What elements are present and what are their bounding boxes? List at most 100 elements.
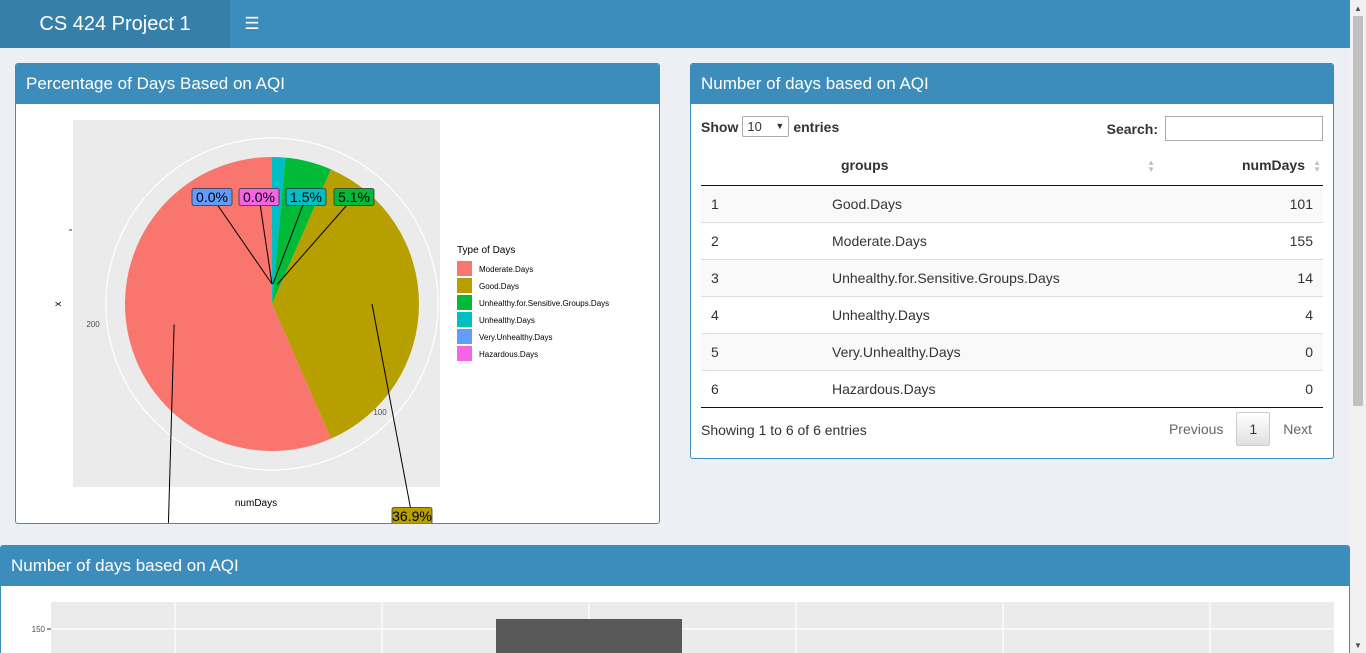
groups-cell: Very.Unhealthy.Days	[761, 332, 1161, 370]
page-length-value: 10	[747, 119, 762, 134]
data-label: 36.9%	[392, 508, 432, 524]
pie-slice	[272, 169, 420, 439]
page-scrollbar[interactable]: ▲ ▼	[1350, 0, 1366, 653]
numdays-cell: 155	[1161, 221, 1323, 259]
table-row[interactable]: 3 Unhealthy.for.Sensitive.Groups.Days 14	[701, 258, 1323, 296]
label-leader-line	[258, 196, 273, 285]
pie-chart: 56.6%36.9%5.1%1.5%0.0%0.0% numDays x 200…	[53, 120, 609, 524]
numdays-cell: 4	[1161, 295, 1323, 333]
plot-panel	[51, 602, 1334, 653]
data-label-box	[238, 188, 280, 206]
row-index-cell: 4	[701, 295, 761, 333]
legend-label: Good.Days	[479, 282, 519, 291]
legend-swatch	[457, 278, 472, 293]
table-box: Number of days based on AQI Show 10 ▼ en…	[690, 63, 1334, 459]
pie-slice	[125, 157, 331, 451]
legend-swatch	[457, 346, 472, 361]
label-leader-line	[211, 196, 273, 285]
row-index-cell: 5	[701, 332, 761, 370]
x-axis-title: numDays	[235, 498, 277, 509]
scroll-up-arrow-icon[interactable]: ▲	[1354, 3, 1362, 13]
numdays-cell: 0	[1161, 369, 1323, 408]
data-table: groups ▲ ▼ numDays ▲ ▼ 1 Good.Days 101 2 Moder…	[701, 146, 1323, 408]
previous-button[interactable]: Previous	[1168, 421, 1224, 437]
table-info: Showing 1 to 6 of 6 entries	[701, 422, 867, 438]
data-label-box	[191, 188, 233, 206]
app-title[interactable]: CS 424 Project 1	[0, 0, 230, 48]
groups-cell: Good.Days	[761, 184, 1161, 222]
sort-icon: ▲ ▼	[1147, 158, 1155, 174]
row-index-cell: 6	[701, 369, 761, 408]
column-header-label: numDays	[1241, 157, 1305, 174]
data-label: 1.5%	[290, 189, 322, 205]
numdays-cell: 0	[1161, 332, 1323, 370]
row-index-cell: 1	[701, 184, 761, 222]
table-row[interactable]: 1 Good.Days 101	[701, 184, 1323, 222]
groups-cell: Unhealthy.for.Sensitive.Groups.Days	[761, 258, 1161, 296]
radial-gridline	[105, 137, 439, 471]
scroll-down-arrow-icon[interactable]: ▼	[1354, 640, 1362, 650]
data-label-box	[391, 507, 433, 523]
data-label: 0.0%	[243, 189, 275, 205]
groups-cell: Moderate.Days	[761, 221, 1161, 259]
top-navbar: CS 424 Project 1 ☰	[0, 0, 1350, 48]
label-leader-line	[276, 196, 355, 285]
legend-label: Very.Unhealthy.Days	[479, 333, 553, 342]
legend-label: Unhealthy.for.Sensitive.Groups.Days	[479, 299, 609, 308]
length-control: Show 10 ▼ entries	[701, 116, 839, 137]
next-button[interactable]: Next	[1283, 421, 1312, 437]
column-header-numdays[interactable]: numDays ▲ ▼	[1161, 146, 1323, 186]
search-input[interactable]	[1165, 116, 1323, 141]
data-label: 0.0%	[196, 189, 228, 205]
legend-swatch	[457, 329, 472, 344]
bar-chart: 150	[32, 602, 1334, 653]
data-label-box	[333, 188, 375, 206]
y-axis-title: x	[53, 302, 64, 307]
entries-label: entries	[793, 118, 840, 135]
column-header-index	[701, 146, 761, 186]
pie-chart-box: Percentage of Days Based on AQI 56.6%36.…	[15, 63, 660, 524]
label-leader-line	[167, 324, 175, 523]
table-row[interactable]: 6 Hazardous.Days 0	[701, 369, 1323, 408]
hamburger-icon: ☰	[244, 14, 260, 33]
legend: Moderate.Days Good.Days Unhealthy.for.Sens…	[457, 261, 609, 361]
legend-swatch	[457, 312, 472, 327]
scrollbar-thumb[interactable]	[1353, 16, 1363, 406]
bar	[496, 619, 682, 653]
label-leader-line	[272, 196, 307, 285]
table-row[interactable]: 4 Unhealthy.Days 4	[701, 295, 1323, 333]
show-label: Show	[701, 118, 739, 135]
legend-swatch	[457, 261, 472, 276]
sidebar-toggle-button[interactable]: ☰	[230, 0, 274, 48]
groups-cell: Hazardous.Days	[761, 369, 1161, 408]
legend-label: Unhealthy.Days	[479, 316, 535, 325]
sort-icon: ▲ ▼	[1313, 158, 1321, 174]
table-box-title: Number of days based on AQI	[691, 64, 1333, 104]
table-row[interactable]: 2 Moderate.Days 155	[701, 221, 1323, 259]
column-header-groups[interactable]: groups ▲ ▼	[761, 146, 1161, 186]
legend-label: Moderate.Days	[479, 265, 533, 274]
column-header-label: groups	[841, 157, 889, 174]
y-tick-label: 150	[32, 625, 46, 634]
search-label: Search:	[1106, 120, 1158, 137]
numdays-cell: 14	[1161, 258, 1323, 296]
legend-swatch	[457, 295, 472, 310]
dropdown-arrow-icon: ▼	[775, 121, 785, 131]
bar-chart-box: Number of days based on AQI 150	[0, 545, 1350, 653]
numdays-cell: 101	[1161, 184, 1323, 222]
page-length-select[interactable]: 10 ▼	[742, 116, 790, 137]
bar-box-title: Number of days based on AQI	[1, 546, 1349, 586]
page-button-1[interactable]: 1	[1236, 412, 1271, 446]
label-leader-line	[371, 303, 413, 517]
legend-title: Type of Days	[457, 245, 515, 256]
radial-tick-label: 200	[86, 320, 100, 329]
radial-tick-label: 100	[373, 408, 387, 417]
row-index-cell: 3	[701, 258, 761, 296]
data-label: 5.1%	[338, 189, 370, 205]
legend-label: Hazardous.Days	[479, 350, 538, 359]
search-control: Search:	[1107, 116, 1323, 141]
pagination: Previous 1 Next	[1158, 412, 1323, 446]
row-index-cell: 2	[701, 221, 761, 259]
groups-cell: Unhealthy.Days	[761, 295, 1161, 333]
table-row[interactable]: 5 Very.Unhealthy.Days 0	[701, 332, 1323, 370]
